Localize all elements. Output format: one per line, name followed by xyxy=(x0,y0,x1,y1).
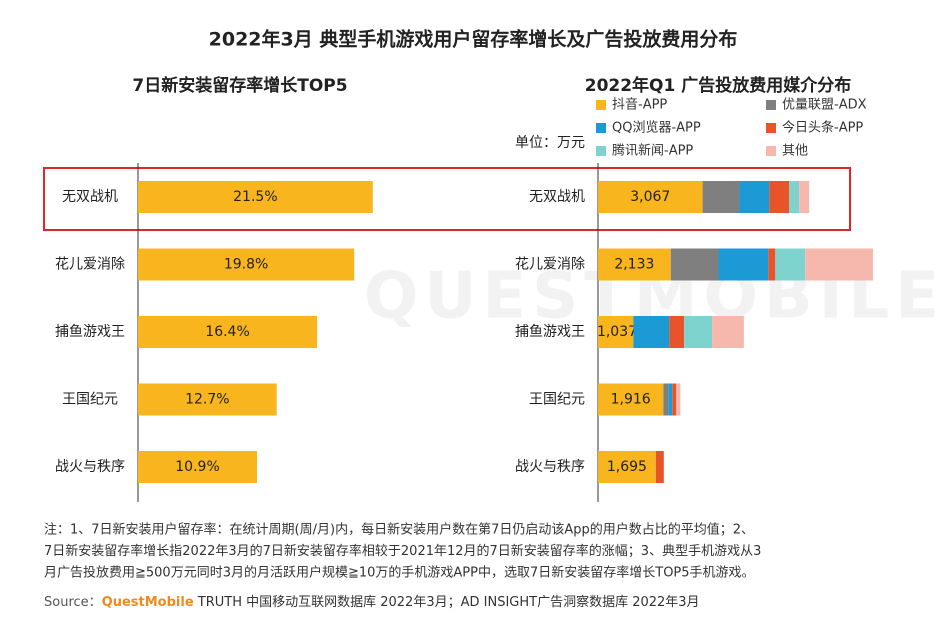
category-label: 无双战机 xyxy=(62,189,118,205)
legend-swatch xyxy=(766,123,776,133)
bar-segment xyxy=(789,181,800,213)
legend-label: QQ浏览器-APP xyxy=(612,120,701,136)
value-label: 16.4% xyxy=(205,324,249,340)
bar-segment xyxy=(655,451,664,483)
right-chart-title: 2022年Q1 广告投放费用媒介分布 xyxy=(585,75,852,96)
bar-segment xyxy=(805,248,873,281)
bar-segment xyxy=(769,181,790,213)
legend-label: 腾讯新闻-APP xyxy=(612,143,693,159)
bar-segment xyxy=(712,316,744,348)
legend-swatch xyxy=(766,100,776,110)
bar-segment xyxy=(718,248,769,281)
bar xyxy=(138,181,373,213)
category-label: 王国纪元 xyxy=(62,392,118,408)
legend-swatch xyxy=(596,100,606,110)
bar-segment xyxy=(672,383,677,416)
legend-label: 抖音-APP xyxy=(612,97,667,113)
value-label: 1,916 xyxy=(611,392,651,408)
category-label: 王国纪元 xyxy=(529,392,585,408)
left-chart-title: 7日新安装留存率增长TOP5 xyxy=(132,75,347,96)
bar-segment xyxy=(598,383,664,416)
bar xyxy=(138,248,355,281)
legend-swatch xyxy=(596,146,606,156)
legend-label: 其他 xyxy=(782,144,808,159)
category-label: 花儿爱消除 xyxy=(55,257,125,273)
unit-label: 单位：万元 xyxy=(515,135,585,151)
category-label: 无双战机 xyxy=(529,189,585,205)
category-label: 花儿爱消除 xyxy=(515,257,585,273)
legend-label: 优量联盟-ADX xyxy=(782,98,867,113)
page-title: 2022年3月 典型手机游戏用户留存率增长及广告投放费用分布 xyxy=(209,28,738,51)
source: Source：QuestMobile TRUTH 中国移动互联网数据库 2022… xyxy=(44,594,700,610)
bar-segment xyxy=(598,181,703,213)
note-line: 月广告投放费用≧500万元同时3月的月活跃用户规模≧10万的手机游戏APP中，选… xyxy=(44,565,755,581)
value-label: 1,037 xyxy=(597,324,637,340)
bar-segment xyxy=(684,316,713,348)
bar-segment xyxy=(598,451,656,483)
bar-segment xyxy=(702,181,740,213)
bar-segment xyxy=(669,316,685,348)
bar xyxy=(138,451,258,483)
value-label: 21.5% xyxy=(233,189,277,205)
legend-label: 今日头条-APP xyxy=(782,120,863,136)
bar-segment xyxy=(663,383,669,416)
bar-segment xyxy=(633,316,670,348)
bar xyxy=(138,316,318,348)
value-label: 3,067 xyxy=(630,189,670,205)
value-label: 1,695 xyxy=(607,459,647,475)
value-label: 19.8% xyxy=(224,257,268,273)
bar-segment xyxy=(775,248,806,281)
source-text: TRUTH 中国移动互联网数据库 2022年3月；AD INSIGHT广告洞察数… xyxy=(194,594,700,610)
legend-swatch xyxy=(766,146,776,156)
legend-swatch xyxy=(596,123,606,133)
category-label: 战火与秩序 xyxy=(55,459,125,475)
bar-segment xyxy=(598,248,671,281)
value-label: 2,133 xyxy=(614,257,654,273)
bar-segment xyxy=(739,181,770,213)
source-label: Source： xyxy=(44,595,102,610)
highlight-box xyxy=(43,167,851,231)
value-label: 12.7% xyxy=(185,392,229,408)
category-label: 捕鱼游戏王 xyxy=(55,323,125,340)
category-label: 捕鱼游戏王 xyxy=(515,323,585,340)
note-line: 注：1、7日新安装用户留存率：在统计周期(周/月)内，每日新安装用户数在第7日仍… xyxy=(44,522,754,538)
bar-segment xyxy=(799,181,810,213)
value-label: 10.9% xyxy=(175,459,219,475)
category-label: 战火与秩序 xyxy=(515,459,585,475)
bar-segment xyxy=(768,248,776,281)
bar-segment xyxy=(668,383,673,416)
bar-segment xyxy=(670,248,719,281)
bar-segment xyxy=(598,316,634,348)
source-brand: QuestMobile xyxy=(102,595,194,610)
bar-segment xyxy=(676,383,681,416)
note-line: 7日新安装留存率增长指2022年3月的7日新安装留存率相较于2021年12月的7… xyxy=(44,543,761,559)
bar xyxy=(138,383,277,416)
